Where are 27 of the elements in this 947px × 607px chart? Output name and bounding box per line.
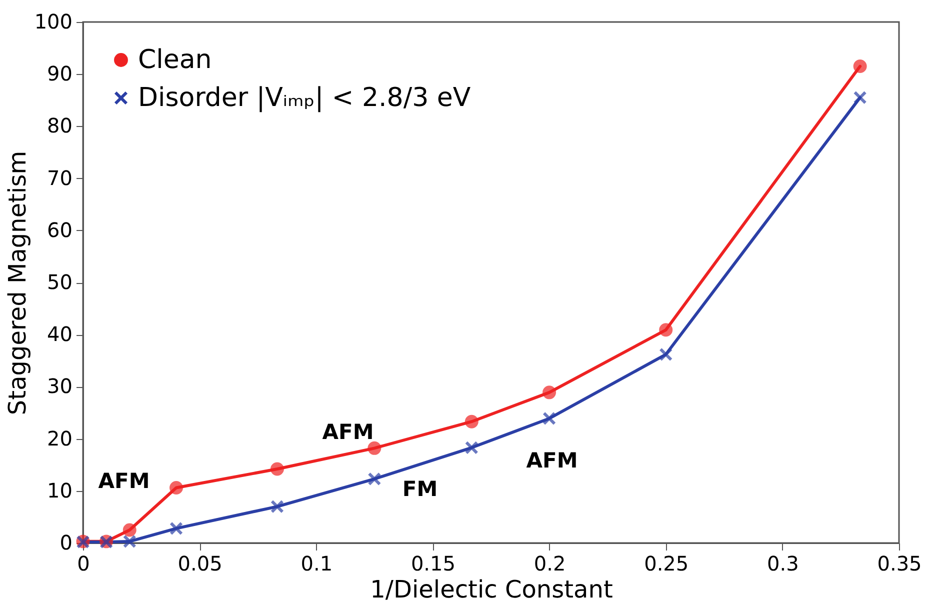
- annotation: AFM: [526, 448, 578, 472]
- annotation: FM: [402, 477, 438, 501]
- y-tick-label: 40: [47, 322, 72, 346]
- y-tick-label: 100: [34, 10, 72, 34]
- legend-label: Clean: [138, 45, 212, 75]
- y-tick-label: 70: [47, 166, 72, 190]
- y-tick-label: 0: [60, 530, 72, 554]
- y-tick-label: 60: [47, 218, 72, 242]
- x-tick-label: 0.05: [178, 552, 222, 576]
- y-tick-label: 20: [47, 426, 72, 450]
- legend-label: Disorder |Vᵢₘₚ| < 2.8/3 eV: [138, 83, 471, 113]
- y-tick-label: 80: [47, 114, 72, 138]
- x-tick-label: 0.3: [767, 552, 799, 576]
- annotation: AFM: [98, 469, 150, 494]
- x-axis-title: 1/Dielectic Constant: [370, 576, 613, 604]
- x-tick-label: 0: [77, 552, 90, 576]
- x-tick-label: 0.2: [534, 552, 566, 576]
- x-tick-label: 0.15: [410, 552, 456, 576]
- y-tick-label: 30: [47, 374, 72, 398]
- annotation: AFM: [322, 420, 374, 444]
- y-tick-label: 10: [47, 478, 72, 502]
- y-tick-label: 90: [47, 62, 72, 86]
- x-tick-label: 0.35: [877, 552, 922, 576]
- y-axis-title: Staggered Magnetism: [3, 150, 32, 416]
- x-tick-label: 0.25: [644, 552, 689, 576]
- x-tick-label: 0.1: [300, 552, 333, 576]
- y-tick-label: 50: [47, 270, 72, 294]
